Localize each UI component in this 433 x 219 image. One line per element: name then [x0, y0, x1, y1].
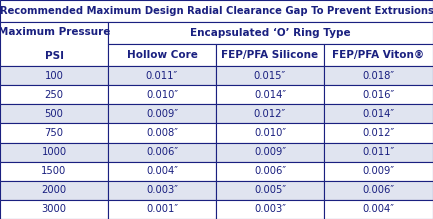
Bar — [108, 44, 216, 66]
Bar — [324, 200, 433, 219]
Text: 0.003″: 0.003″ — [146, 185, 178, 195]
Text: 0.006″: 0.006″ — [254, 166, 286, 176]
Text: 0.014″: 0.014″ — [362, 109, 394, 119]
Text: 0.003″: 0.003″ — [254, 205, 286, 214]
Text: 2000: 2000 — [42, 185, 67, 195]
Bar — [0, 66, 108, 85]
Text: 1000: 1000 — [42, 147, 67, 157]
Text: 500: 500 — [45, 109, 64, 119]
Text: 0.004″: 0.004″ — [146, 166, 178, 176]
Bar — [108, 66, 216, 85]
Bar — [0, 123, 108, 143]
Text: 0.008″: 0.008″ — [146, 128, 178, 138]
Text: 0.014″: 0.014″ — [254, 90, 286, 100]
Bar — [216, 44, 324, 66]
Text: Hollow Core: Hollow Core — [126, 50, 197, 60]
Bar — [0, 22, 108, 66]
Bar — [108, 104, 216, 123]
Text: 0.016″: 0.016″ — [362, 90, 394, 100]
Bar — [108, 123, 216, 143]
Text: 0.012″: 0.012″ — [362, 128, 394, 138]
Text: 0.010″: 0.010″ — [254, 128, 286, 138]
Bar — [324, 162, 433, 181]
Bar — [216, 181, 324, 200]
Text: 0.010″: 0.010″ — [146, 90, 178, 100]
Bar — [216, 123, 324, 143]
Text: 0.011″: 0.011″ — [146, 71, 178, 81]
Bar — [0, 104, 108, 123]
Text: Recommended Maximum Design Radial Clearance Gap To Prevent Extrusions: Recommended Maximum Design Radial Cleara… — [0, 6, 433, 16]
Text: 100: 100 — [45, 71, 64, 81]
Bar — [216, 85, 324, 104]
Bar — [216, 104, 324, 123]
Text: 0.001″: 0.001″ — [146, 205, 178, 214]
Text: 0.006″: 0.006″ — [362, 185, 394, 195]
Text: 750: 750 — [45, 128, 64, 138]
Bar — [0, 181, 108, 200]
Bar — [324, 104, 433, 123]
Bar — [108, 200, 216, 219]
Text: 0.011″: 0.011″ — [362, 147, 394, 157]
Bar — [0, 0, 433, 22]
Text: 0.006″: 0.006″ — [146, 147, 178, 157]
Bar — [108, 22, 433, 44]
Bar — [108, 85, 216, 104]
Bar — [0, 162, 108, 181]
Bar — [108, 181, 216, 200]
Bar — [216, 200, 324, 219]
Text: 0.009″: 0.009″ — [362, 166, 394, 176]
Text: Maximum Pressure

PSI: Maximum Pressure PSI — [0, 27, 110, 61]
Text: FEP/PFA Viton®: FEP/PFA Viton® — [333, 50, 425, 60]
Bar — [0, 143, 108, 162]
Bar — [324, 85, 433, 104]
Bar — [0, 200, 108, 219]
Text: 0.018″: 0.018″ — [362, 71, 394, 81]
Bar — [216, 143, 324, 162]
Bar — [324, 44, 433, 66]
Bar — [108, 162, 216, 181]
Text: 250: 250 — [45, 90, 64, 100]
Text: 0.004″: 0.004″ — [362, 205, 394, 214]
Bar — [216, 66, 324, 85]
Bar — [216, 162, 324, 181]
Text: Encapsulated ‘O’ Ring Type: Encapsulated ‘O’ Ring Type — [190, 28, 351, 38]
Text: 0.012″: 0.012″ — [254, 109, 286, 119]
Bar — [0, 85, 108, 104]
Text: 1500: 1500 — [42, 166, 67, 176]
Bar — [108, 143, 216, 162]
Text: 0.009″: 0.009″ — [146, 109, 178, 119]
Bar — [324, 66, 433, 85]
Bar — [324, 143, 433, 162]
Bar — [324, 181, 433, 200]
Text: 0.005″: 0.005″ — [254, 185, 286, 195]
Text: 3000: 3000 — [42, 205, 67, 214]
Bar — [324, 123, 433, 143]
Text: 0.015″: 0.015″ — [254, 71, 286, 81]
Text: 0.009″: 0.009″ — [254, 147, 286, 157]
Text: FEP/PFA Silicone: FEP/PFA Silicone — [221, 50, 319, 60]
